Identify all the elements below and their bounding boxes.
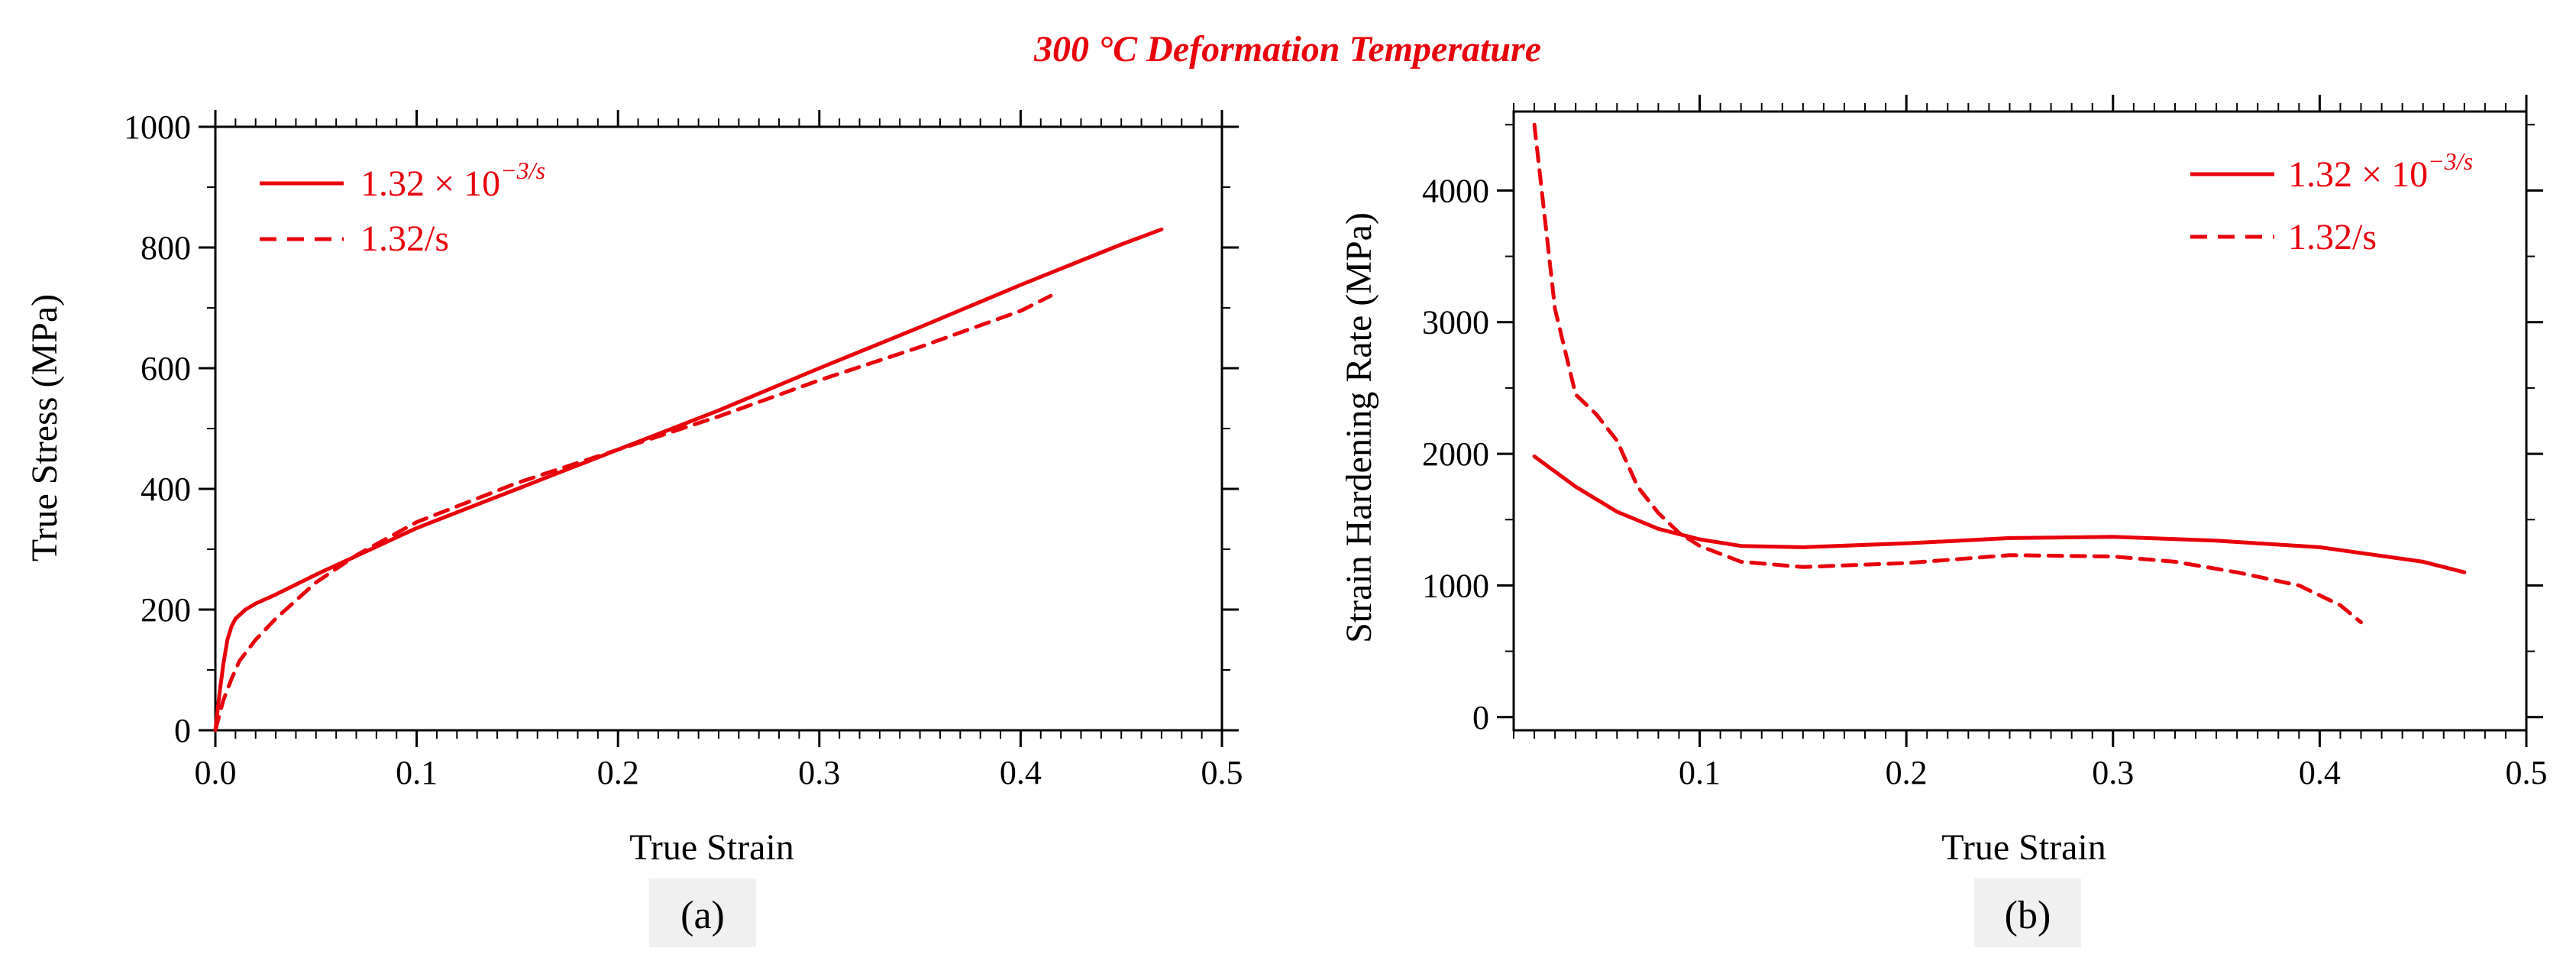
x-axis-label-a: True Strain [629, 827, 794, 868]
y-tick-label: 0 [174, 712, 191, 749]
x-tick-label: 0.2 [1886, 754, 1928, 791]
legend-b: 1.32 × 10−3/s 1.32/s [2190, 147, 2473, 257]
y-tick-label: 1000 [1422, 567, 1489, 604]
y-axis-label-a: True Stress (MPa) [24, 294, 65, 561]
series-line-dashed [213, 293, 1053, 733]
x-tick-label: 0.0 [195, 754, 237, 791]
strain-hardening-chart: 0.1 0.2 0.3 0.4 0.5 0 1000 2000 3000 4000 True S… [1339, 95, 2548, 947]
y-tick-label: 400 [141, 471, 191, 508]
x-tick-label: 0.1 [396, 754, 438, 791]
y-tick-label: 800 [141, 229, 191, 267]
panel-label-a: (a) [680, 894, 725, 937]
x-tick-labels-b: 0.1 0.2 0.3 0.4 0.5 [1679, 754, 2547, 791]
x-axis-label-b: True Strain [1941, 827, 2106, 868]
y-tick-label: 200 [141, 591, 191, 629]
x-tick-label: 0.2 [597, 754, 639, 791]
y-tick-label: 600 [141, 350, 191, 387]
series-lines-a [213, 227, 1164, 733]
panel-label-bg-a [649, 878, 756, 947]
y-tick-label: 3000 [1422, 304, 1489, 341]
tick-marks-b [1497, 95, 2543, 747]
legend-a: 1.32 × 10−3/s 1.32/s [260, 157, 545, 259]
y-tick-labels-b: 0 1000 2000 3000 4000 [1422, 172, 1489, 736]
x-tick-labels-a: 0.0 0.1 0.2 0.3 0.4 0.5 [195, 754, 1243, 791]
x-tick-label: 0.3 [798, 754, 840, 791]
series-lines-b [1532, 122, 2467, 625]
y-tick-labels-a: 0 200 400 600 800 1000 [124, 108, 191, 749]
x-tick-label: 0.4 [2299, 754, 2341, 791]
y-axis-label-b: Strain Hardening Rate (MPa) [1339, 212, 1379, 643]
series-line-solid [213, 227, 1164, 733]
legend-label-dashed-b: 1.32/s [2288, 217, 2377, 257]
x-tick-label: 0.4 [1000, 754, 1042, 791]
legend-label-solid-b: 1.32 × 10−3/s [2288, 147, 2473, 195]
x-tick-label: 0.3 [2092, 754, 2134, 791]
y-tick-label: 2000 [1422, 435, 1489, 473]
legend-label-solid-a: 1.32 × 10−3/s [360, 157, 545, 204]
y-tick-label: 1000 [124, 108, 191, 146]
y-tick-label: 0 [1472, 699, 1489, 736]
plot-frame-a [214, 125, 1223, 732]
series-line-dashed [1532, 122, 2363, 625]
stress-strain-chart: 0.0 0.1 0.2 0.3 0.4 0.5 0 200 400 600 800 1000 Tru… [24, 108, 1243, 947]
y-tick-label: 4000 [1422, 172, 1489, 209]
series-line-solid [1532, 455, 2467, 574]
x-tick-label: 0.1 [1679, 754, 1721, 791]
panel-label-bg-b [1974, 878, 2081, 947]
panel-label-b: (b) [2005, 894, 2051, 937]
figure-title: 300 °C Deformation Temperature [1033, 29, 1541, 70]
x-tick-label: 0.5 [2506, 754, 2548, 791]
legend-label-dashed-a: 1.32/s [360, 218, 449, 259]
plot-frame-b [1512, 110, 2528, 732]
x-tick-label: 0.5 [1201, 754, 1243, 791]
tick-marks-a [199, 110, 1239, 747]
